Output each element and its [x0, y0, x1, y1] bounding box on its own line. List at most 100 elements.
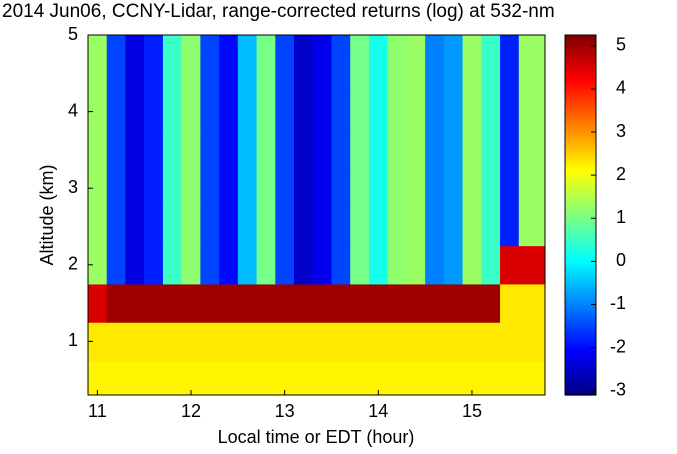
colorbar-band [565, 110, 596, 114]
heat-cell [368, 169, 389, 208]
heat-cell [368, 35, 389, 55]
heat-cell [144, 360, 164, 395]
heat-cell [219, 207, 239, 247]
colorbar-band [565, 59, 596, 63]
heat-cell [481, 207, 501, 247]
colorbar-band [565, 206, 596, 210]
colorbar-band [565, 134, 596, 138]
heat-cell [462, 130, 482, 170]
heat-cell [275, 322, 295, 362]
colorbar-band [565, 161, 596, 165]
heat-cell [406, 207, 426, 247]
heat-cell [387, 245, 407, 285]
colorbar-band [565, 152, 596, 156]
heat-cell [331, 169, 351, 208]
heat-cell [200, 130, 220, 170]
colorbar-tick-label: 4 [616, 78, 626, 98]
heat-cell [237, 207, 258, 247]
colorbar-band [565, 116, 596, 120]
heat-cell [144, 322, 164, 362]
heat-cell [500, 207, 520, 247]
heat-cell [125, 283, 145, 323]
heat-cell [406, 360, 426, 395]
colorbar-band [565, 257, 596, 261]
colorbar-band [565, 95, 596, 99]
heat-cell [237, 130, 258, 170]
colorbar-band [565, 71, 596, 75]
heat-cell [406, 130, 426, 170]
heat-cell [425, 130, 445, 170]
heat-cell [106, 322, 126, 362]
heat-cell [387, 35, 407, 55]
heat-cell [462, 283, 482, 323]
heat-cell [387, 283, 407, 323]
heat-cell [387, 169, 407, 208]
heat-cell [162, 35, 183, 55]
heat-cell [144, 283, 164, 323]
heat-cell [219, 283, 239, 323]
colorbar-band [565, 74, 596, 78]
colorbar-band [565, 308, 596, 312]
colorbar-band [565, 203, 596, 207]
heat-cell [219, 245, 239, 285]
heat-cell [368, 92, 389, 132]
heat-cell [462, 35, 482, 55]
heat-cell [125, 322, 145, 362]
heat-cell [275, 207, 295, 247]
heat-cell [219, 322, 239, 362]
heat-cell [162, 54, 183, 93]
heat-cell [481, 283, 501, 323]
colorbar-band [565, 62, 596, 66]
colorbar-band [565, 248, 596, 252]
heat-cell [443, 169, 464, 208]
heat-cell [256, 283, 276, 323]
heat-cell [518, 283, 545, 323]
colorbar-band [565, 290, 596, 294]
colorbar-band [565, 98, 596, 102]
colorbar-band [565, 80, 596, 84]
colorbar-band [565, 197, 596, 201]
colorbar-band [565, 359, 596, 363]
heat-cell [181, 92, 201, 132]
heat-cell [518, 245, 545, 285]
heat-cell [312, 35, 332, 55]
heat-cell [350, 130, 370, 170]
heat-cell [200, 322, 220, 362]
x-tick-label: 11 [88, 401, 107, 421]
heat-cell [106, 130, 126, 170]
heat-cell [275, 283, 295, 323]
colorbar-band [565, 200, 596, 204]
colorbar-band [565, 188, 596, 192]
colorbar-band [565, 275, 596, 279]
heat-cell [88, 130, 108, 170]
heat-cell [425, 245, 445, 285]
colorbar-band [565, 344, 596, 348]
heat-cell [294, 169, 314, 208]
heat-cell [368, 207, 389, 247]
heat-cell [181, 322, 201, 362]
heat-cell [425, 54, 445, 93]
colorbar-frame [564, 34, 597, 396]
heat-cell [406, 169, 426, 208]
colorbar-band [565, 233, 596, 237]
colorbar-band [565, 131, 596, 135]
colorbar-band [565, 41, 596, 45]
colorbar-band [565, 86, 596, 90]
colorbar-band [565, 362, 596, 366]
heat-cell [500, 360, 520, 395]
heat-cell [219, 92, 239, 132]
colorbar-band [565, 221, 596, 225]
colorbar-band [565, 104, 596, 108]
y-axis-label: Altitude (km) [37, 164, 57, 265]
heat-cell [443, 54, 464, 93]
heat-cell [181, 130, 201, 170]
colorbar-band [565, 107, 596, 111]
colorbar-band [565, 356, 596, 360]
y-tick-label: 2 [68, 254, 78, 274]
heat-cell [256, 35, 276, 55]
heat-cell [256, 169, 276, 208]
heatmap [88, 35, 545, 395]
colorbar-band [565, 65, 596, 69]
colorbar-band [565, 83, 596, 87]
